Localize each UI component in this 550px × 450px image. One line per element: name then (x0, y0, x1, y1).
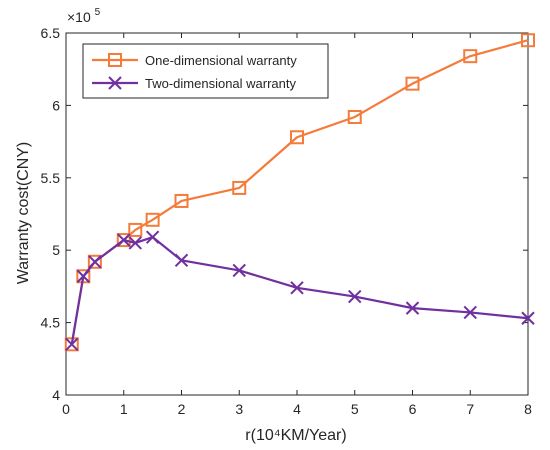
data-point (232, 263, 246, 278)
x-tick-label: 5 (351, 401, 359, 417)
marker-stroke (290, 281, 304, 295)
data-series (64, 33, 535, 352)
marker-stroke (174, 253, 189, 268)
data-point (65, 337, 79, 352)
data-point (521, 311, 535, 325)
y-axis-label: Warranty cost(CNY) (15, 142, 32, 285)
legend-entry-1: One-dimensional warranty (92, 53, 297, 68)
x-tick-label: 7 (466, 401, 474, 417)
marker-stroke (108, 76, 122, 90)
tick-labels: 0 1 2 3 4 5 6 7 8 4 4.5 5 5.5 6 6.5 (41, 25, 533, 417)
y-tick-label: 6.5 (41, 25, 61, 41)
y-scale-factor: ×10 5 (67, 7, 101, 25)
legend: One-dimensional warranty Two-dimensional … (82, 43, 329, 99)
legend-marker (108, 53, 122, 67)
data-point (128, 236, 143, 250)
y-scale-base: ×10 (67, 9, 91, 25)
marker-stroke (128, 236, 143, 250)
x-tick-label: 6 (409, 401, 417, 417)
data-point (463, 305, 477, 320)
data-point (145, 230, 160, 244)
data-point (174, 253, 189, 268)
marker-stroke (76, 269, 91, 283)
data-point (521, 33, 535, 48)
y-tick-label: 5 (52, 242, 60, 258)
data-point (232, 180, 247, 195)
data-point (405, 301, 420, 315)
data-point (348, 289, 362, 304)
marker-stroke (145, 230, 160, 244)
data-point (117, 233, 131, 247)
data-point (347, 109, 362, 124)
y-scale-exponent: 5 (95, 7, 101, 18)
data-point (116, 233, 131, 248)
marker-stroke (348, 289, 362, 304)
data-point (88, 255, 102, 269)
data-point (174, 193, 189, 208)
x-tick-label: 2 (178, 401, 186, 417)
legend-marker (108, 76, 122, 90)
x-tick-label: 8 (524, 401, 532, 417)
marker-stroke (88, 255, 102, 269)
legend-label: Two-dimensional warranty (145, 76, 297, 91)
data-point (290, 281, 304, 295)
marker-stroke (463, 305, 477, 320)
marker-stroke (232, 263, 246, 278)
y-tick-label: 5.5 (41, 170, 61, 186)
marker-stroke (117, 233, 131, 247)
x-tick-label: 3 (235, 401, 243, 417)
y-tick-label: 4 (52, 387, 60, 403)
legend-box (82, 43, 329, 99)
marker-stroke (65, 337, 79, 352)
data-point (128, 222, 143, 237)
marker-stroke (521, 311, 535, 325)
axes (65, 32, 529, 396)
y-tick-label: 6 (52, 97, 60, 113)
data-point (290, 130, 304, 145)
data-point (145, 212, 160, 227)
x-tick-label: 4 (293, 401, 301, 417)
series-2 (65, 230, 535, 352)
data-point (76, 269, 91, 283)
y-tick-label: 4.5 (41, 315, 61, 331)
legend-entry-2: Two-dimensional warranty (92, 76, 297, 91)
data-point (87, 254, 102, 269)
x-axis-label: r(10⁴KM/Year) (245, 427, 346, 444)
x-tick-label: 1 (120, 401, 128, 417)
legend-label: One-dimensional warranty (145, 53, 297, 68)
data-point (405, 76, 420, 91)
x-tick-label: 0 (62, 401, 70, 417)
data-point (463, 49, 478, 64)
marker-stroke (405, 301, 420, 315)
